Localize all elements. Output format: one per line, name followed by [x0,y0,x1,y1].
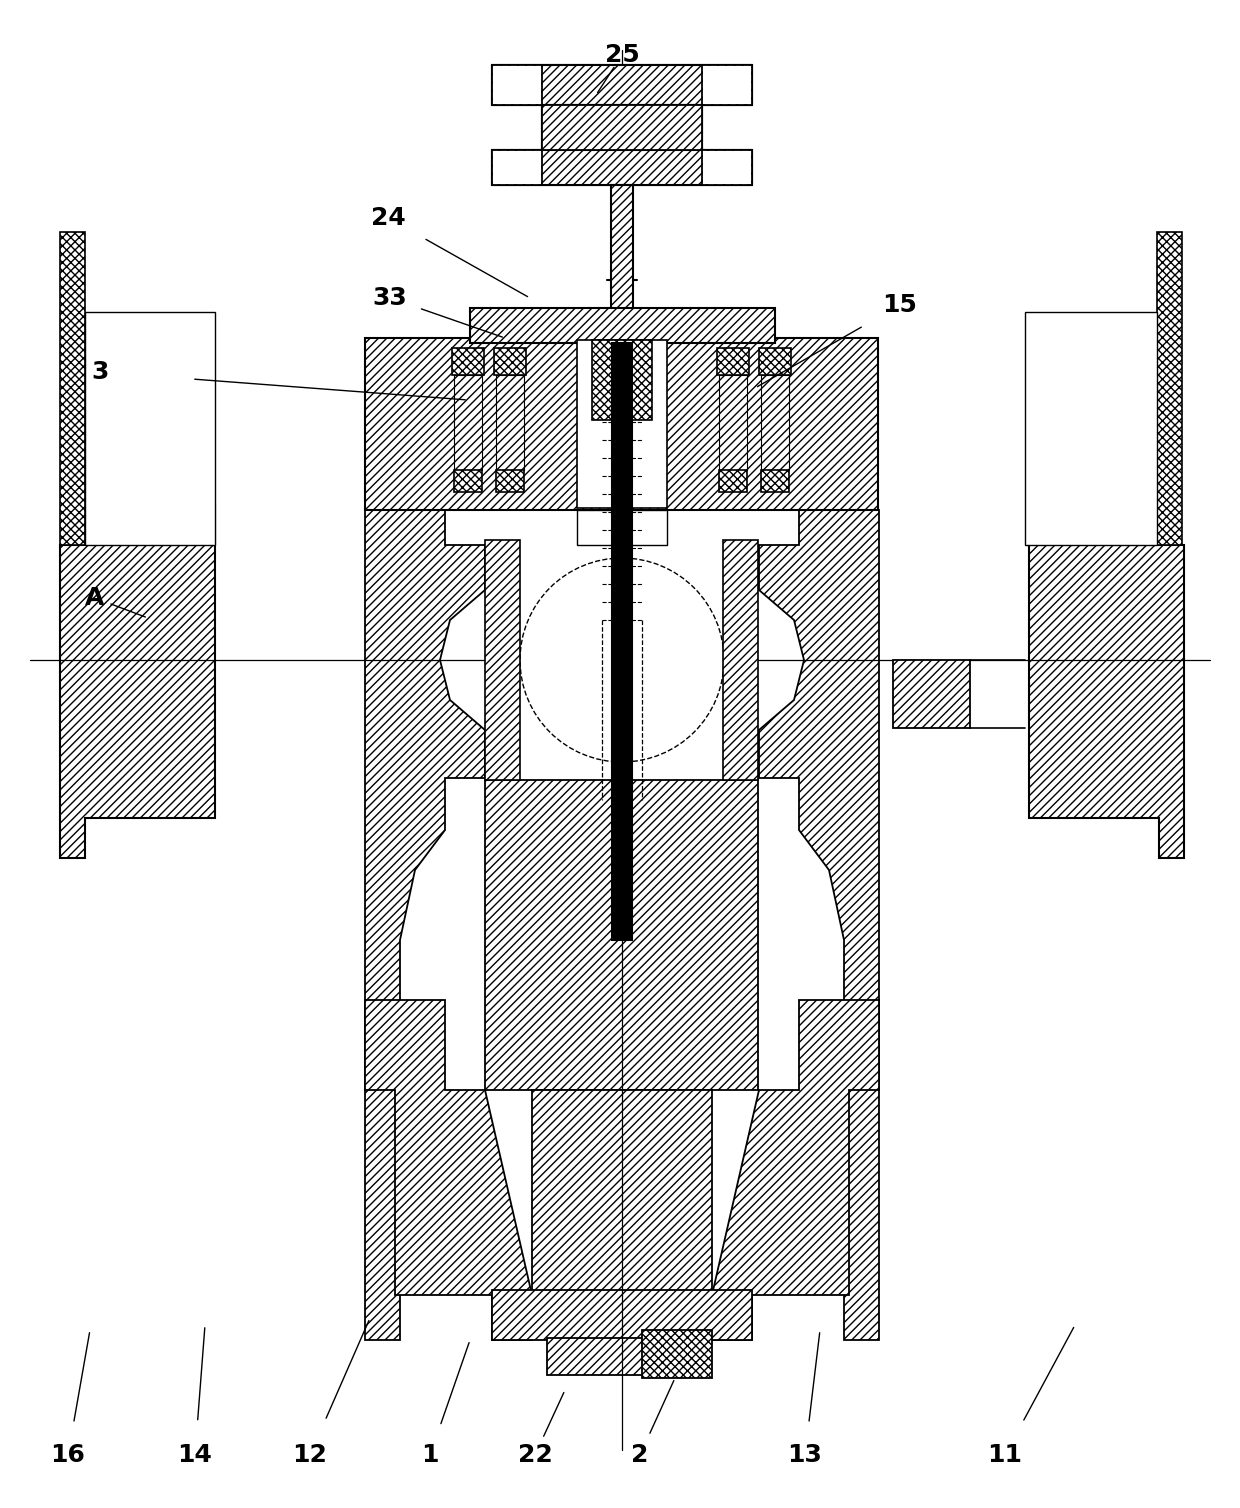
Bar [577,510,667,544]
Bar [494,151,541,184]
Bar [454,375,482,470]
Bar [642,1330,712,1378]
Bar [496,375,525,470]
Bar [591,339,652,421]
Polygon shape [1029,505,1184,858]
Circle shape [520,558,724,762]
Bar [470,308,775,342]
Bar [761,375,789,470]
Bar [893,661,970,728]
Text: 1: 1 [422,1443,439,1467]
Text: 3: 3 [92,360,109,385]
Bar [547,1338,697,1375]
Bar [703,151,751,184]
Bar [719,470,746,492]
Bar [613,342,632,939]
Bar [542,106,702,149]
Polygon shape [365,1000,532,1341]
Text: 33: 33 [373,287,408,311]
Bar [611,185,632,312]
Bar [365,338,878,510]
Text: 22: 22 [517,1443,552,1467]
Bar [492,1289,751,1341]
Bar [485,780,758,1090]
Bar [719,375,746,470]
Bar [494,66,541,104]
Bar [717,348,749,375]
Bar [60,232,86,544]
Bar [454,470,482,492]
Bar [86,312,215,544]
Polygon shape [723,540,758,780]
Polygon shape [542,106,702,149]
Polygon shape [702,65,751,106]
Bar [532,1090,712,1295]
Bar [577,339,667,508]
Text: A: A [86,587,104,611]
Text: 12: 12 [293,1443,327,1467]
Bar [492,65,751,106]
Polygon shape [60,505,215,858]
Bar [492,149,751,185]
Bar [1157,232,1182,544]
Bar [1025,312,1157,544]
Text: 16: 16 [51,1443,86,1467]
Text: 15: 15 [883,293,918,317]
Text: 13: 13 [787,1443,822,1467]
Polygon shape [712,1000,879,1341]
Polygon shape [492,65,542,106]
Polygon shape [485,540,520,780]
Bar [759,348,791,375]
Polygon shape [365,510,485,1341]
Bar [494,348,526,375]
Text: 14: 14 [177,1443,212,1467]
Polygon shape [759,510,879,1341]
Text: 24: 24 [371,207,405,231]
Text: 11: 11 [987,1443,1023,1467]
Bar [496,470,525,492]
Bar [761,470,789,492]
Bar [703,66,751,104]
Bar [453,348,484,375]
Text: 2: 2 [631,1443,649,1467]
Polygon shape [492,149,542,185]
Text: 25: 25 [605,44,640,66]
Polygon shape [702,149,751,185]
